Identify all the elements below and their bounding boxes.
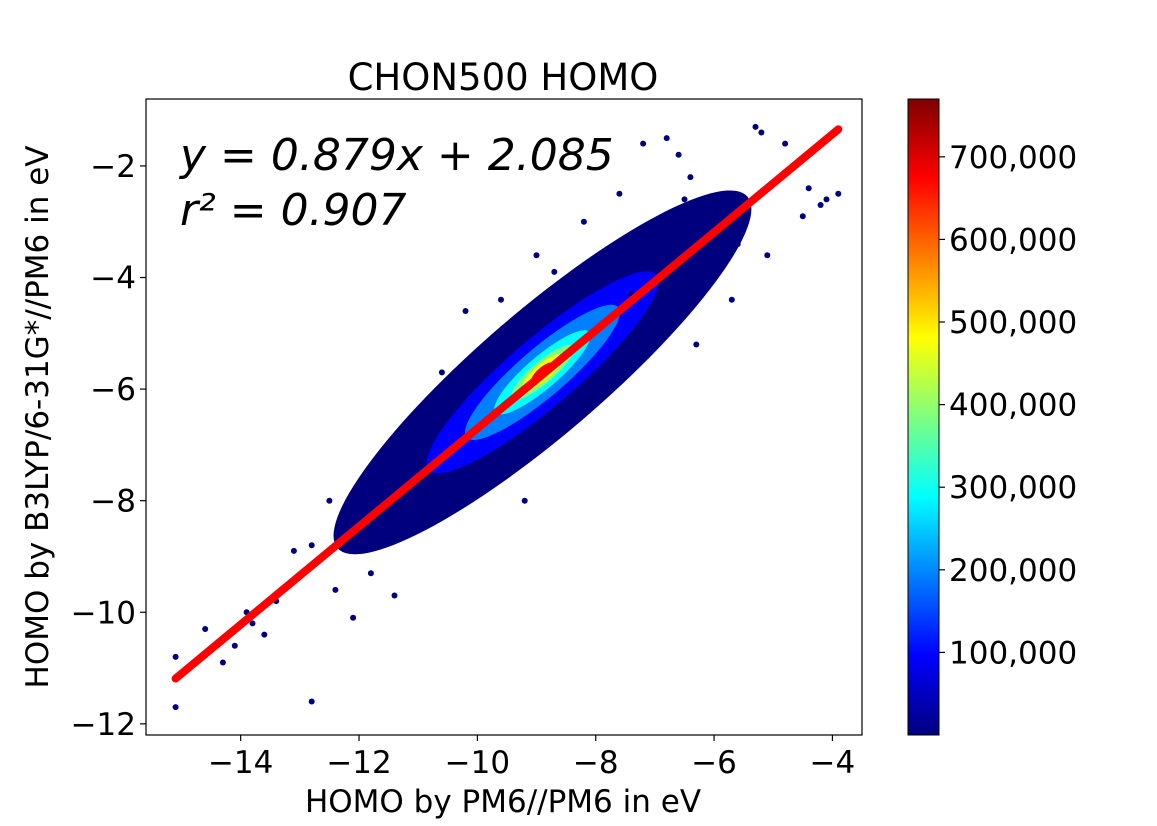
data-point <box>202 626 209 632</box>
data-point <box>805 185 812 192</box>
data-point <box>817 202 824 208</box>
data-point <box>764 252 771 259</box>
colorbar: 100,000 200,000 300,000 400,000 500,000 600,0… <box>907 98 1077 736</box>
data-point <box>332 586 339 593</box>
colorbar-ticks: 100,000 200,000 300,000 400,000 500,000 600,0… <box>939 140 1077 671</box>
data-point <box>717 235 723 242</box>
x-tick-label: −8 <box>573 745 619 781</box>
data-point <box>663 135 670 142</box>
colorbar-tick-label: 100,000 <box>949 635 1077 671</box>
data-point <box>326 497 333 504</box>
data-point <box>308 698 315 705</box>
outlier-points <box>172 123 842 711</box>
data-point <box>699 213 706 220</box>
data-point <box>740 224 747 231</box>
colorbar-gradient <box>907 98 940 736</box>
y-tick-label: −4 <box>90 261 136 297</box>
data-point <box>397 430 404 437</box>
x-axis: −14 −12 −10 −8 −6 −4 <box>208 735 855 781</box>
data-point <box>693 341 700 348</box>
y-tick-label: −8 <box>90 484 136 520</box>
data-point <box>687 174 694 181</box>
colorbar-tick-label: 700,000 <box>949 140 1077 176</box>
y-tick-label: −2 <box>90 149 136 185</box>
data-point <box>640 140 647 147</box>
fit-line-layer <box>171 125 843 683</box>
data-point <box>290 547 297 554</box>
data-point <box>722 252 729 259</box>
data-point <box>651 330 658 337</box>
data-point <box>261 631 268 638</box>
x-tick-label: −4 <box>810 745 856 781</box>
data-point <box>172 704 179 711</box>
plot-area <box>171 123 843 711</box>
data-point <box>367 570 374 577</box>
data-point <box>799 213 806 220</box>
data-point <box>681 196 688 203</box>
data-point <box>782 140 789 147</box>
data-point <box>231 642 238 649</box>
fit-line <box>171 125 843 683</box>
data-point <box>462 308 469 314</box>
data-point <box>498 296 504 303</box>
data-point <box>308 542 315 549</box>
colorbar-tick-label: 500,000 <box>949 305 1077 341</box>
data-point <box>249 620 256 627</box>
data-point <box>705 274 712 281</box>
x-tick-label: −6 <box>691 745 737 781</box>
data-point <box>580 218 587 225</box>
r-squared: r² = 0.907 <box>180 185 407 236</box>
data-point <box>728 296 735 303</box>
data-point <box>172 653 179 660</box>
y-tick-label: −12 <box>71 707 136 743</box>
data-point <box>551 268 558 275</box>
data-point <box>521 497 528 504</box>
data-point <box>758 129 765 136</box>
x-tick-label: −12 <box>326 745 391 781</box>
data-point <box>391 592 398 599</box>
data-point <box>350 614 357 621</box>
x-tick-label: −14 <box>208 745 273 781</box>
data-point <box>219 659 226 666</box>
data-point <box>616 190 623 197</box>
data-point <box>438 369 445 376</box>
fit-equation: y = 0.879x + 2.085 <box>178 130 614 181</box>
x-tick-label: −10 <box>445 745 510 781</box>
colorbar-tick-label: 600,000 <box>949 222 1077 258</box>
y-tick-label: −6 <box>90 372 136 408</box>
data-point <box>734 241 741 248</box>
plot-frame <box>145 98 863 736</box>
data-point <box>675 151 682 158</box>
data-point <box>823 196 830 203</box>
y-axis: −12 −10 −8 −6 −4 −2 <box>71 149 146 743</box>
chart-title: CHON500 HOMO <box>348 56 659 99</box>
fit-annotation: y = 0.879x + 2.085 r² = 0.907 <box>178 130 614 236</box>
data-point <box>752 123 759 130</box>
colorbar-tick-label: 200,000 <box>949 553 1077 589</box>
y-tick-label: −10 <box>71 595 136 631</box>
x-axis-label: HOMO by PM6//PM6 in eV <box>305 784 701 820</box>
data-point <box>835 190 842 197</box>
colorbar-tick-label: 400,000 <box>949 388 1077 424</box>
colorbar-tick-label: 300,000 <box>949 470 1077 506</box>
data-point <box>675 302 682 309</box>
data-point <box>356 480 362 487</box>
y-axis-label: HOMO by B3LYP/6-31G*//PM6 in eV <box>20 146 56 689</box>
data-point <box>379 458 386 465</box>
data-point <box>533 252 540 259</box>
